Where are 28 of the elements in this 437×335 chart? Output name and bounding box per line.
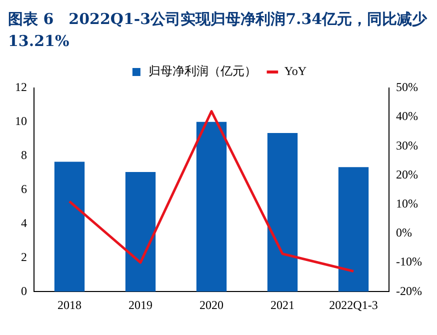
x-tick-label: 2018 [58,298,82,312]
bar [54,162,85,292]
y2-tick-label: -10% [396,254,422,269]
y2-tick-label: 30% [396,138,418,152]
bar [196,122,227,292]
y-tick-label: 2 [21,250,27,264]
legend-label: YoY [284,64,307,78]
y-tick-label: 10 [15,114,27,128]
y2-tick-label: 20% [396,167,418,182]
bar [338,167,369,292]
y-tick-label: 0 [21,284,27,298]
y-tick-label: 4 [21,216,27,230]
x-tick-label: 2020 [200,298,224,312]
chart-title: 图表 6 2022Q1-3公司实现归母净利润7.34亿元，同比减少13.21% [8,9,428,52]
x-tick-label: 2021 [270,298,295,312]
y-tick-label: 8 [21,148,27,162]
y2-tick-label: 40% [396,109,418,124]
y2-tick-label: 10% [396,196,418,210]
y-tick-label: 6 [21,182,27,196]
y-tick-label: 12 [15,80,27,94]
y2-tick-label: 50% [396,80,418,94]
bar [125,172,156,292]
x-tick-label: 2019 [128,298,152,312]
x-tick-label: 2022Q1-3 [329,298,378,312]
legend-label: 归母净利润（亿元） [148,64,256,78]
bar [267,132,298,292]
y2-tick-label: -20% [396,284,422,298]
y2-tick-label: 0% [396,226,412,240]
